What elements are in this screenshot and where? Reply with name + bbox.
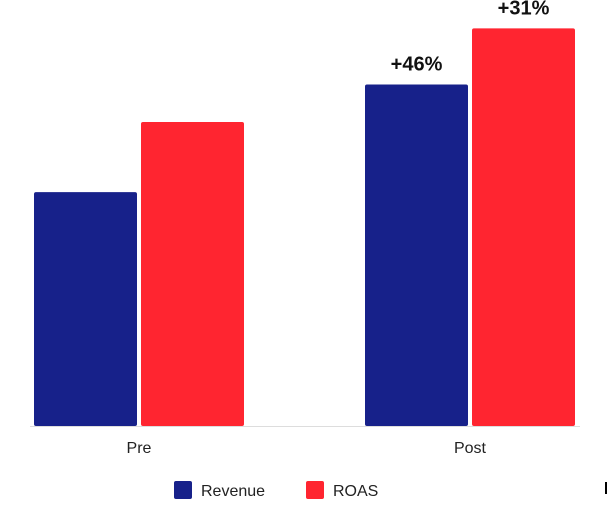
bar-roas-pre [141, 121, 244, 426]
x-tick-labels: Pre Post [127, 440, 487, 457]
legend-swatch-roas [306, 481, 324, 499]
legend-label-roas: ROAS [333, 483, 378, 500]
legend: Revenue ROAS [174, 481, 378, 500]
x-tick-label-pre: Pre [127, 440, 152, 457]
x-tick-label-post: Post [454, 440, 487, 457]
bar-revenue-post [365, 84, 468, 427]
edge-mark [605, 482, 607, 494]
bar-roas-post [472, 28, 575, 427]
bar-revenue-pre [34, 192, 137, 426]
legend-label-revenue: Revenue [201, 483, 265, 500]
data-labels-group: +46% +31% [391, 0, 550, 76]
bars-group [34, 28, 575, 427]
legend-swatch-revenue [174, 481, 192, 499]
data-label-roas-post: +31% [498, 0, 550, 19]
data-label-revenue-post: +46% [391, 54, 443, 76]
